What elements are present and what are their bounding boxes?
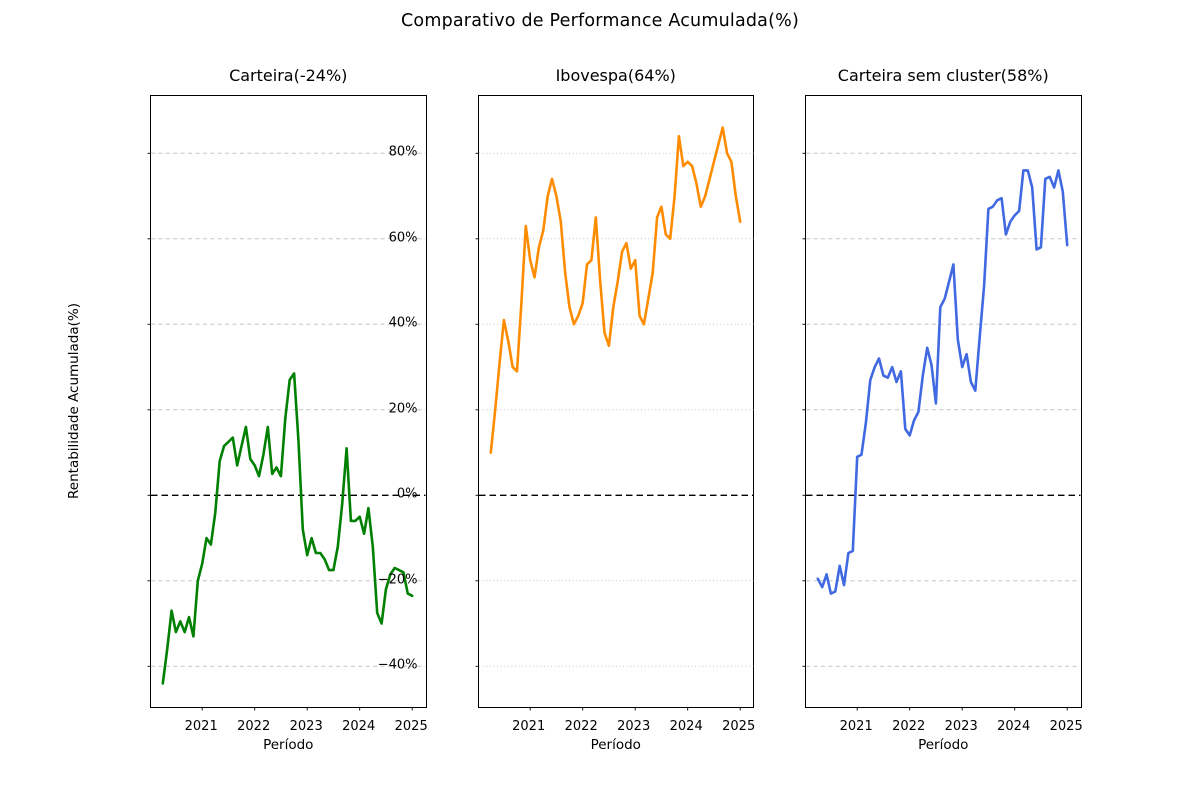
x-tick-label: 2024 — [342, 719, 376, 734]
subplot-title: Ibovespa(64%) — [555, 66, 676, 85]
series-line-carteira — [161, 372, 414, 685]
chart-canvas — [475, 126, 753, 711]
y-axis-label: Rentabilidade Acumulada(%) — [66, 303, 82, 499]
plot-area — [147, 95, 427, 711]
y-tick-label: 60% — [388, 230, 418, 246]
x-tick-label: 2025 — [1049, 719, 1083, 734]
y-tick-label: −20% — [377, 572, 418, 588]
x-axis-label: Período — [590, 737, 641, 753]
x-tick-label: 2023 — [289, 719, 323, 734]
chart-canvas — [147, 152, 426, 711]
plot-area — [475, 95, 754, 711]
x-tick-label: 2021 — [184, 719, 218, 734]
series-line-ibovespa — [489, 126, 742, 454]
x-tick-label: 2023 — [617, 719, 651, 734]
x-tick-label: 2024 — [997, 719, 1031, 734]
x-tick-label: 2022 — [237, 719, 271, 734]
x-axis-label: Período — [263, 737, 314, 753]
y-tick-label: 20% — [388, 401, 418, 417]
x-tick-label: 2023 — [944, 719, 978, 734]
x-tick-label: 2025 — [722, 719, 756, 734]
y-tick-label: −40% — [377, 657, 418, 673]
y-tick-label: 0% — [396, 486, 418, 502]
subplot-carteira: Carteira(-24%) 80% 60% 40% 20% 0% −20% −40% 20… — [147, 0, 428, 800]
x-tick-label: 2025 — [394, 719, 428, 734]
x-tick-label: 2022 — [892, 719, 926, 734]
x-tick-label: 2022 — [564, 719, 598, 734]
figure-title: Comparativo de Performance Acumulada(%) — [401, 11, 799, 31]
subplot-carteira-sem-cluster: Carteira sem cluster(58%) 2021 2022 2023 20… — [802, 0, 1083, 800]
x-tick-label: 2021 — [839, 719, 873, 734]
chart-canvas — [802, 152, 1081, 711]
plot-area — [802, 95, 1082, 711]
x-tick-label: 2021 — [512, 719, 546, 734]
series-line-carteira-sem-cluster — [816, 169, 1069, 595]
subplot-ibovespa: Ibovespa(64%) 2021 2022 2023 2024 2025 Perío… — [475, 0, 755, 800]
subplot-title: Carteira(-24%) — [229, 66, 348, 85]
y-tick-label: 40% — [388, 315, 418, 331]
x-tick-label: 2024 — [669, 719, 703, 734]
x-axis-label: Período — [918, 737, 969, 753]
y-tick-label: 80% — [388, 144, 418, 160]
subplot-title: Carteira sem cluster(58%) — [837, 66, 1049, 85]
